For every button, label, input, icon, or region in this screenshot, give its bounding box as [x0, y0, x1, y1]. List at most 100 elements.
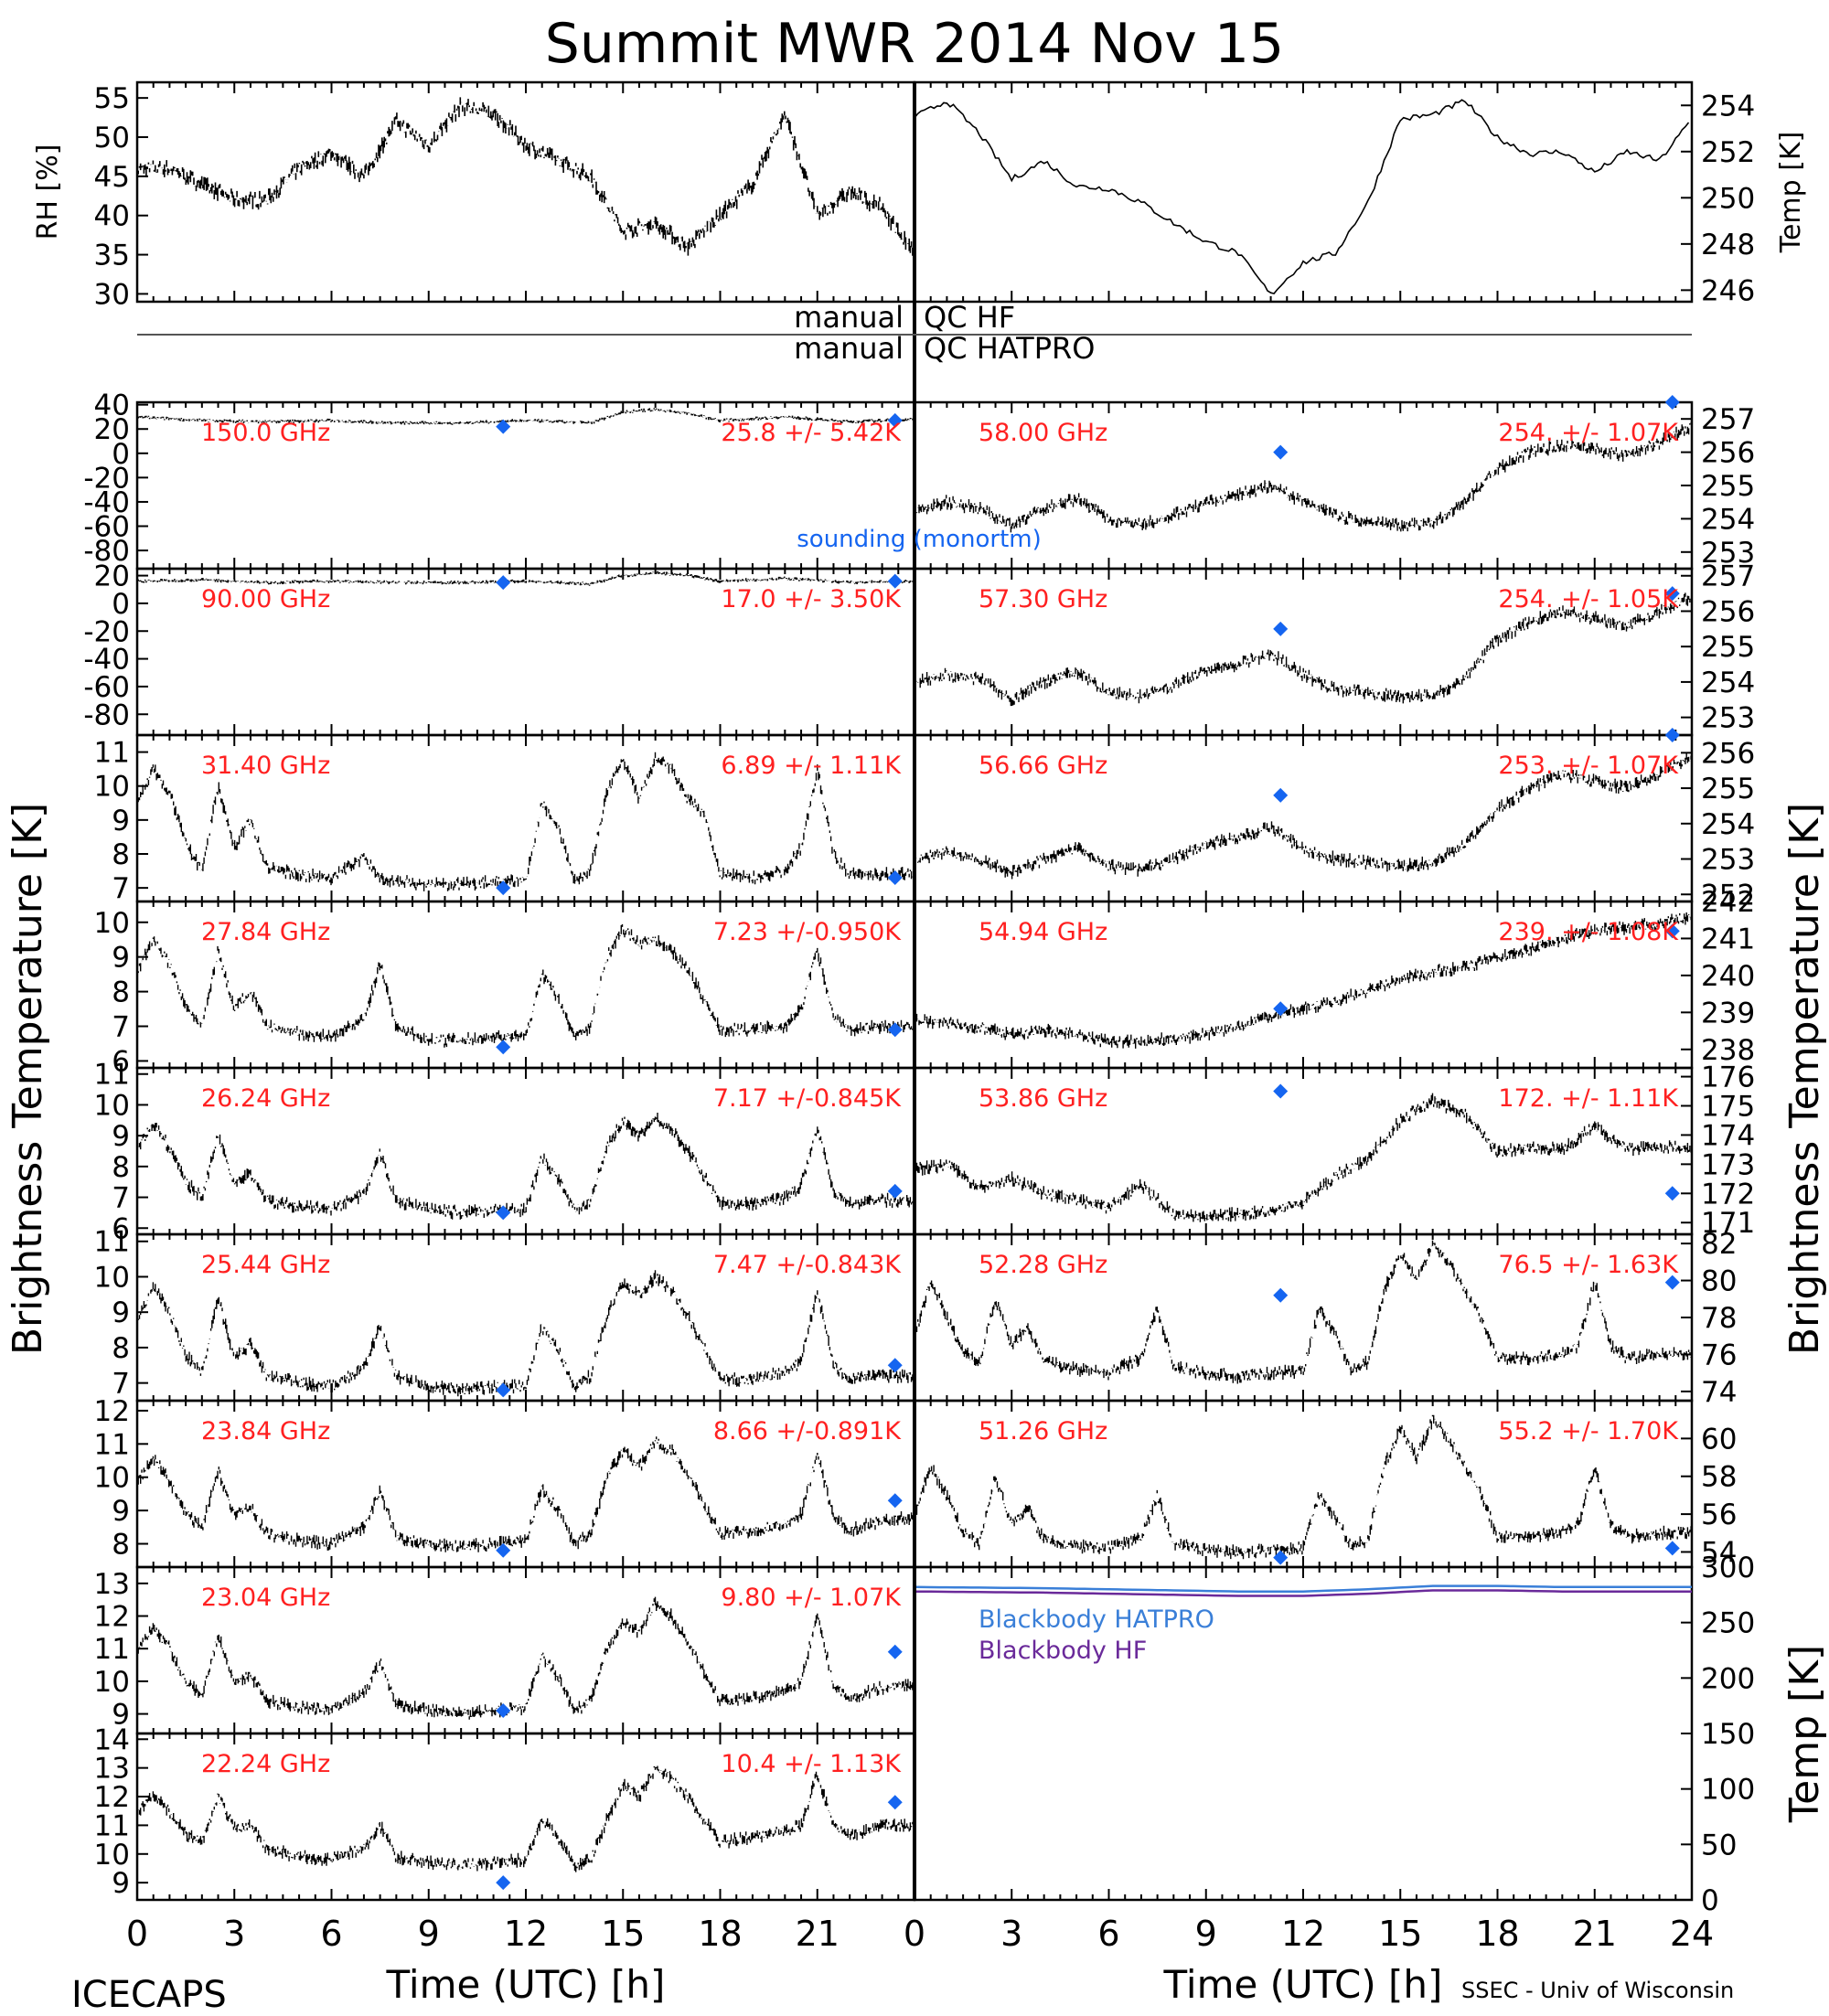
stat-label: 254. +/- 1.05K	[1498, 585, 1679, 613]
frequency-label: 150.0 GHz	[201, 419, 330, 447]
y-axis-label: RH [%]	[32, 144, 64, 240]
series-trace	[137, 1596, 914, 1720]
stat-label: 254. +/- 1.07K	[1498, 419, 1679, 447]
sounding-marker	[496, 1875, 511, 1891]
frequency-label: 31.40 GHz	[201, 752, 330, 780]
qc-hf-label: QC HF	[924, 300, 1015, 335]
y-tick-label: 241	[1701, 923, 1755, 955]
frequency-label: 23.04 GHz	[201, 1584, 330, 1612]
x-tick-label: 15	[1378, 1914, 1422, 1954]
y-tick-label: 8	[112, 1151, 130, 1184]
y-tick-label: 256	[1701, 595, 1755, 628]
panel-f5126: 54 56 58 60 51.26 GHz 55.2 +/- 1.70K	[913, 1399, 1737, 1569]
y-tick-label: 7	[112, 1368, 130, 1401]
sounding-marker	[1664, 1275, 1680, 1290]
y-tick-label: 9	[112, 1495, 130, 1528]
y-tick-label: 150	[1701, 1718, 1755, 1751]
y-tick-label: 60	[1701, 1423, 1737, 1456]
y-tick-label: 176	[1701, 1061, 1755, 1094]
sounding-marker	[887, 412, 903, 428]
y-tick-label: 11	[94, 1428, 130, 1461]
y-tick-label: 250	[1701, 182, 1755, 215]
panel-f5228: 74 76 78 80 82 52.28 GHz 76.5 +/- 1.63K	[913, 1228, 1737, 1409]
x-tick-label: 9	[418, 1914, 440, 1954]
y-tick-label: 257	[1701, 403, 1755, 436]
sounding-marker	[1664, 395, 1680, 410]
y-tick-label: 240	[1701, 960, 1755, 993]
y-tick-label: 173	[1701, 1148, 1755, 1181]
y-tick-label: 10	[94, 771, 130, 804]
y-tick-label: -60	[83, 511, 130, 544]
stat-label: 76.5 +/- 1.63K	[1498, 1251, 1679, 1279]
y-tick-label: 200	[1701, 1662, 1755, 1695]
y-tick-label: 9	[112, 1699, 130, 1732]
y-tick-label: 82	[1701, 1228, 1737, 1261]
x-tick-label: 3	[223, 1914, 245, 1954]
stat-label: 9.80 +/- 1.07K	[721, 1584, 902, 1612]
stat-label: 55.2 +/- 1.70K	[1498, 1417, 1679, 1445]
y-tick-label: 11	[94, 1059, 130, 1092]
y-tick-label: 76	[1701, 1339, 1737, 1371]
y-tick-label: 7	[112, 1182, 130, 1215]
y-tick-label: 10	[94, 1462, 130, 1495]
legend-entry: Blackbody HATPRO	[979, 1605, 1214, 1634]
frequency-label: 56.66 GHz	[979, 752, 1107, 780]
y-tick-label: 9	[112, 805, 130, 837]
y-tick-label: 54	[1701, 1536, 1737, 1569]
x-label-right: Time (UTC) [h]	[1163, 1962, 1443, 2007]
sounding-marker	[887, 1644, 903, 1659]
sounding-marker	[496, 575, 511, 591]
frequency-label: 27.84 GHz	[201, 918, 330, 946]
frequency-label: 22.24 GHz	[201, 1750, 330, 1778]
y-tick-label: 8	[112, 838, 130, 871]
y-tick-label: 100	[1701, 1774, 1755, 1807]
y-tick-label: 0	[112, 588, 130, 621]
y-tick-label: 13	[94, 1753, 130, 1786]
y-tick-label: 257	[1701, 560, 1755, 593]
y-tick-label: 11	[94, 1809, 130, 1842]
y-tick-label: 55	[94, 82, 130, 115]
frequency-label: 53.86 GHz	[979, 1084, 1107, 1113]
stat-label: 8.66 +/-0.891K	[713, 1417, 902, 1445]
y-tick-label: 40	[94, 200, 130, 233]
panel-frame	[135, 80, 916, 304]
y-tick-label: 246	[1701, 274, 1755, 307]
sounding-marker	[1273, 1083, 1289, 1099]
y-tick-label: 14	[94, 1723, 130, 1756]
sounding-marker	[1273, 1001, 1289, 1017]
sounding-label: sounding (monortm)	[797, 526, 1042, 553]
y-tick-label: 254	[1701, 503, 1755, 536]
y-tick-label: 0	[1701, 1884, 1719, 1917]
x-tick-label: 21	[796, 1914, 840, 1954]
stat-label: 172. +/- 1.11K	[1498, 1084, 1679, 1113]
series-trace	[136, 571, 914, 586]
sounding-marker	[887, 870, 903, 885]
panel-temp: 246 248 250 252 254 Temp [K]	[913, 80, 1807, 307]
x-tick-label: 12	[504, 1914, 548, 1954]
y-tick-label: 58	[1701, 1461, 1737, 1494]
x-tick-label: 24	[1670, 1914, 1714, 1954]
figure-title: Summit MWR 2014 Nov 15	[545, 12, 1284, 76]
y-tick-label: 10	[94, 1666, 130, 1699]
stat-label: 7.23 +/-0.950K	[713, 918, 902, 946]
series-trace	[136, 1270, 914, 1397]
y-tick-label: 35	[94, 240, 130, 272]
x-tick-labels: 0 0 3 3 6 6 9 9 12 12 15 15 18 18 21 21 24	[126, 1914, 1714, 1954]
y-tick-label: 30	[94, 278, 130, 311]
series-trace	[136, 1765, 914, 1872]
y-tick-label: 242	[1701, 886, 1755, 919]
y-tick-label: 74	[1701, 1376, 1737, 1409]
series-trace	[136, 408, 914, 425]
x-label-left: Time (UTC) [h]	[386, 1962, 666, 2007]
series-line	[914, 99, 1690, 295]
stat-label: 17.0 +/- 3.50K	[721, 585, 902, 613]
sounding-marker	[496, 419, 511, 434]
panels: 30 35 40 45 50 55 RH [%] 246 248 250 252 254 Temp [K…	[32, 80, 1828, 1917]
y-tick-label: 253	[1701, 537, 1755, 570]
